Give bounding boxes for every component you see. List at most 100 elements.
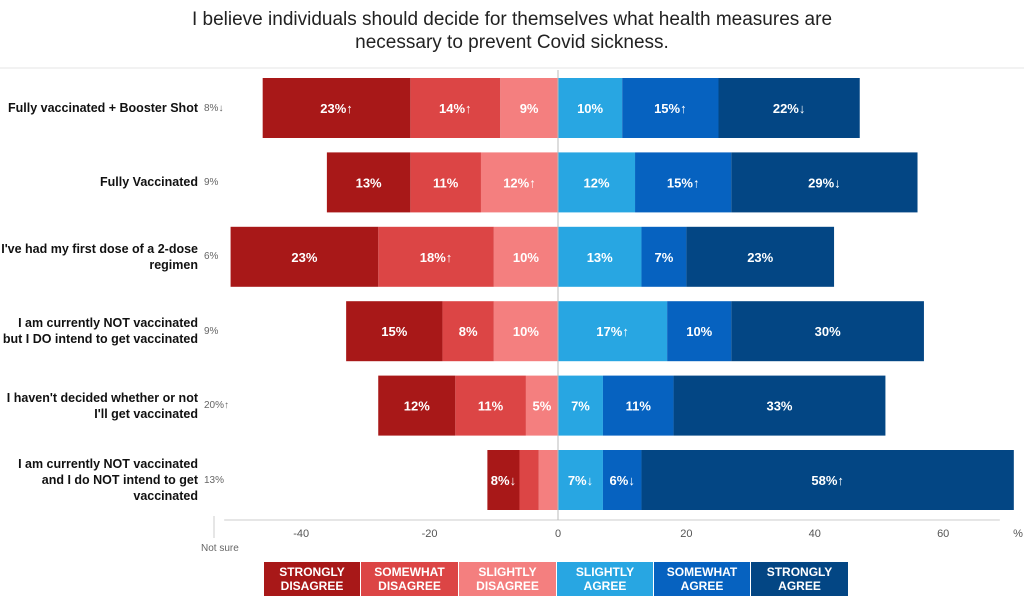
- data-label: 12%↑: [503, 175, 536, 190]
- data-label: 5%: [533, 399, 552, 414]
- data-label: 11%: [626, 399, 652, 414]
- bar-segment: [558, 226, 642, 287]
- bar-segment: [378, 226, 494, 287]
- data-label: 13%: [587, 250, 613, 265]
- x-axis-unit: %: [1013, 528, 1023, 540]
- legend-item: SLIGHTLY AGREE: [557, 562, 654, 596]
- data-label: 10%: [577, 101, 603, 116]
- data-label: 12%: [584, 175, 610, 190]
- chart-title-line-1: I believe individuals should decide for …: [191, 9, 833, 30]
- data-label: 10%: [513, 324, 539, 339]
- x-tick-label: 20: [680, 528, 692, 540]
- data-label: 30%: [815, 324, 841, 339]
- not-sure-value: 6%: [204, 251, 219, 263]
- bar-segment: [410, 152, 481, 213]
- data-label: 18%↑: [420, 250, 453, 265]
- bar-segment: [558, 375, 603, 436]
- bar-segment: [641, 226, 687, 287]
- x-tick-label: 40: [809, 528, 821, 540]
- data-label: 14%↑: [439, 101, 472, 116]
- bar-segment: [718, 78, 860, 138]
- x-tick-label: 60: [937, 528, 949, 540]
- diverging-bar-chart: -40 -20 0 20 40 60 % 9% 14%↑ 23%↑ 10% 15%↑ 22%↓ 12%↑ 1…: [0, 67, 1024, 540]
- category-label: I am currently NOT vaccinated but I DO i…: [2, 316, 198, 347]
- category-label: Fully vaccinated + Booster Shot: [8, 101, 198, 115]
- bar-segment: [262, 78, 411, 138]
- legend-label-line: DISAGREE: [280, 579, 344, 593]
- legend-label-line: STRONGLY: [766, 565, 833, 579]
- bar-segment: [487, 450, 520, 510]
- category-label: Fully Vaccinated: [100, 175, 198, 190]
- data-label: 22%↓: [773, 101, 806, 116]
- bar-segment: [667, 301, 732, 362]
- bar-segment: [558, 301, 668, 362]
- data-label: 7%↓: [568, 473, 593, 488]
- data-label: 7%: [655, 250, 674, 265]
- data-label: 8%↓: [491, 473, 516, 488]
- legend-label-line: SLIGHTLY: [575, 565, 635, 579]
- bar-segment: [635, 152, 732, 213]
- legend-label-line: DISAGREE: [476, 579, 539, 593]
- data-label: 12%: [404, 399, 430, 414]
- bar-segment: [686, 226, 835, 287]
- data-label: 11%: [478, 399, 504, 414]
- legend-item: SLIGHTLY DISAGREE: [459, 562, 557, 596]
- bar-segment: [230, 226, 379, 287]
- legend-label-line: SOMEWHAT: [666, 565, 738, 579]
- bar-segment: [346, 301, 443, 362]
- legend-label-line: AGREE: [778, 579, 821, 593]
- data-label: 23%↑: [320, 101, 353, 116]
- legend: STRONGLY DISAGREE SOMEWHAT DISAGREE SLIGHTLY…: [264, 562, 849, 596]
- legend-item: SOMEWHAT DISAGREE: [361, 562, 459, 596]
- bar-segment: [558, 78, 623, 138]
- category-label: I haven't decided whether or not I'll ge…: [6, 390, 198, 421]
- data-label: 11%: [433, 175, 459, 190]
- bar-segment: [622, 78, 719, 138]
- bar-segment: [673, 375, 886, 436]
- bar-segment: [641, 450, 1014, 510]
- legend-label-line: SOMEWHAT: [374, 565, 445, 579]
- not-sure-axis-label: Not sure: [201, 543, 239, 554]
- category-label: I am currently NOT vaccinated and I do N…: [18, 457, 198, 503]
- not-sure-value: 20%↑: [204, 400, 230, 412]
- data-label: 6%↓: [610, 473, 635, 488]
- legend-label-line: AGREE: [583, 579, 627, 593]
- legend-item: STRONGLY AGREE: [751, 562, 849, 596]
- bar-segment: [602, 375, 674, 436]
- data-label: 58%↑: [811, 473, 844, 488]
- bar-segment: [378, 375, 456, 436]
- data-label: 15%: [381, 324, 407, 339]
- legend-label-line: STRONGLY: [279, 565, 345, 579]
- bar-segment: [558, 152, 636, 213]
- bar-segment: [500, 78, 558, 138]
- data-label: 33%: [766, 399, 792, 414]
- bar-segment: [525, 375, 558, 436]
- data-label: 29%↓: [808, 175, 841, 190]
- data-label: 10%: [686, 324, 712, 339]
- legend-item: STRONGLY DISAGREE: [264, 562, 361, 596]
- data-label: 10%: [513, 250, 539, 265]
- category-label: I've had my first dose of a 2-dose regim…: [1, 241, 198, 272]
- bar-segment: [731, 301, 924, 362]
- data-label: 9%: [520, 101, 539, 116]
- bar-segment: [602, 450, 642, 510]
- legend-item: SOMEWHAT AGREE: [654, 562, 751, 596]
- x-tick-label: -40: [293, 528, 309, 540]
- bar-segment: [558, 450, 603, 510]
- bar-segment: [493, 226, 558, 287]
- data-label: 7%: [571, 399, 590, 414]
- not-sure-value: 13%: [204, 474, 225, 486]
- legend-label-line: SLIGHTLY: [478, 565, 537, 579]
- bar-segment: [538, 450, 558, 510]
- data-label: 23%: [747, 250, 773, 265]
- legend-label-line: AGREE: [680, 579, 724, 593]
- bar-segment: [455, 375, 526, 436]
- data-label: 15%↑: [667, 175, 700, 190]
- not-sure-value: 8%↓: [204, 102, 224, 114]
- bar-segment: [410, 78, 501, 138]
- bar-segment: [493, 301, 558, 362]
- bar-segment: [731, 152, 918, 213]
- data-label: 15%↑: [654, 101, 687, 116]
- data-label: 8%: [459, 324, 478, 339]
- chart-title: I believe individuals should decide for …: [0, 8, 1024, 54]
